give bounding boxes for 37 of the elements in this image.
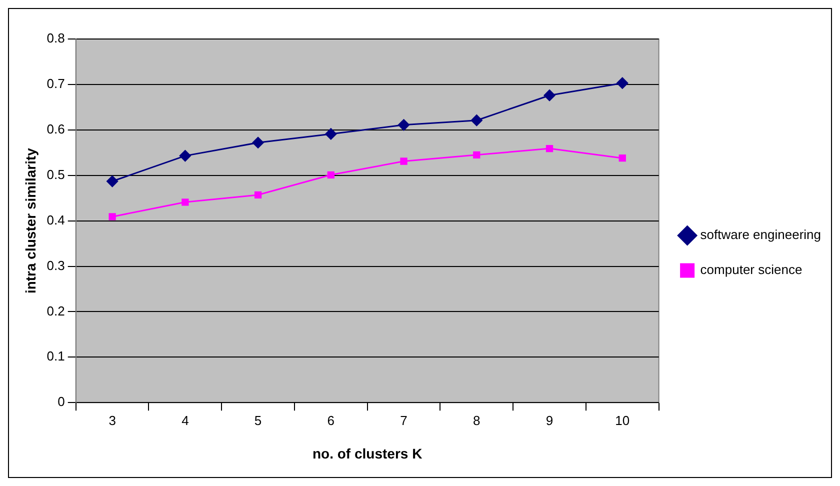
point <box>400 158 408 165</box>
point <box>546 144 554 152</box>
point <box>327 171 334 178</box>
y-tick-label: 0.5 <box>46 166 65 182</box>
y-tick-label: 0.6 <box>46 121 65 136</box>
x-tick-label: 8 <box>473 412 480 428</box>
point <box>182 198 189 206</box>
point <box>473 151 480 158</box>
legend-label: software engineering <box>700 227 822 242</box>
point <box>252 136 264 148</box>
legend-label: computer science <box>700 262 802 278</box>
x-tick-label: 9 <box>546 412 554 428</box>
point <box>325 128 337 140</box>
x-tick-label: 7 <box>400 412 408 428</box>
point <box>108 213 116 220</box>
x-tick-label: 5 <box>254 412 262 428</box>
point <box>106 176 118 188</box>
y-tick-label: 0.1 <box>46 348 65 364</box>
y-tick-label: 0.8 <box>46 30 65 46</box>
y-tick-label: 0.4 <box>46 212 65 228</box>
point <box>470 114 482 126</box>
point <box>618 154 626 162</box>
point <box>398 119 410 131</box>
x-tick-label: 4 <box>182 412 189 428</box>
y-tick-label: 0.3 <box>46 258 65 273</box>
y-axis-title: intra cluster similarity <box>22 148 38 294</box>
point <box>616 77 628 89</box>
x-axis-title: no. of clusters K <box>312 445 422 462</box>
x-tick-label: 6 <box>327 412 335 428</box>
x-tick-label: 10 <box>615 412 630 428</box>
point <box>544 90 556 102</box>
y-tick-label: 0.7 <box>46 76 65 92</box>
x-tick-label: 3 <box>108 412 116 428</box>
y-tick-label: 0 <box>58 394 65 410</box>
y-tick-label: 0.2 <box>46 303 65 318</box>
point <box>254 191 262 198</box>
point <box>179 150 191 162</box>
